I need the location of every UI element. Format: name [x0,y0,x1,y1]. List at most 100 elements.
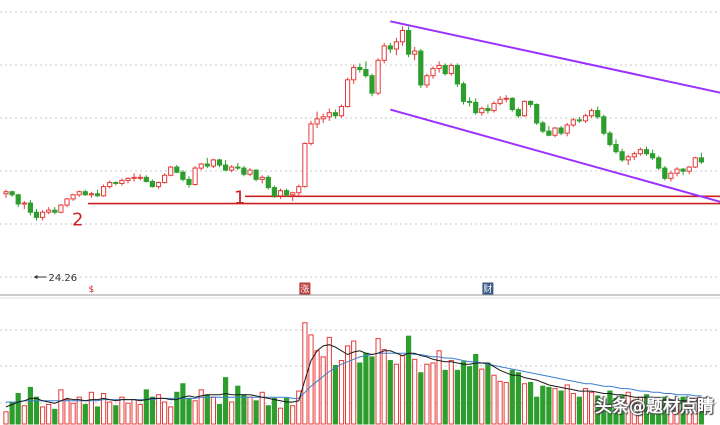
volume-bar [473,353,479,425]
volume-bar [521,383,528,425]
volume-bar [375,338,381,425]
volume-bar [235,385,241,425]
volume-bar [595,395,601,425]
volume-bar [46,403,52,425]
candle-body [607,132,613,145]
volume-bar [546,386,552,425]
candle-body [302,142,308,188]
volume-bar [107,401,113,425]
volume-bar [491,374,497,425]
volume-bar [210,396,217,425]
watermark: 头条@题材点睛 [595,397,714,417]
volume-bar [497,380,503,425]
candle-body [387,45,393,50]
candle-body [259,176,265,180]
volume-bar [284,397,290,425]
candle-body [656,157,662,169]
candle-body [290,192,296,196]
candle-body [155,181,162,188]
volume-bar [326,336,332,425]
volume-bar [381,349,387,425]
candle-body [601,116,607,134]
candle-body [497,98,503,104]
candle-body [467,100,473,103]
candle-body [381,45,387,61]
volume-bar [503,382,509,425]
support-label-1: 1 [234,187,245,208]
volume-bar [314,350,320,425]
volume-bar [589,391,595,425]
volume-bar [277,407,284,425]
volume-bar [576,396,582,425]
volume-bar [351,340,357,425]
candle-body [485,108,491,112]
volume-bar [454,369,460,425]
candle-body [180,171,186,180]
event-marker-box [86,283,97,294]
candle-body [284,190,290,196]
candle-body [528,100,534,105]
candle-body [454,64,460,85]
volume-bar [143,389,149,425]
candle-body [27,202,33,213]
volume-bar [619,395,625,425]
candle-body [320,116,326,120]
candle-body [393,41,399,50]
volume-bar [643,394,650,425]
candle-body [442,64,448,75]
candle-body [570,119,576,126]
candle-body [125,177,131,181]
volume-bar [27,386,33,425]
candle-body [229,166,235,171]
candle-body [3,191,9,195]
candle-body [186,178,192,186]
volume-bar [174,391,180,425]
candle-body [137,176,143,179]
volume-bar [101,393,107,425]
candle-body [314,118,320,125]
volume-bar [137,403,143,425]
candle-body [21,202,27,205]
candle-body [619,151,625,161]
volume-bar [448,360,454,425]
volume-bar [662,396,668,425]
candle-body [223,164,229,171]
candle-body [692,157,698,168]
volume-bar [430,362,436,425]
volume-bar [198,389,204,425]
candle-body [46,209,52,213]
volume-bar [52,408,58,425]
candle-body [357,66,363,71]
candle-body [204,163,210,167]
candle-body [338,106,345,117]
candle-body [430,68,436,77]
volume-bar [369,356,375,425]
volume-bar [607,390,613,425]
volume-bar [216,403,223,425]
volume-bar [82,403,88,425]
event-marker-label: 财 [483,283,492,295]
volume-bar [534,396,540,425]
channel-upper-line [390,20,720,94]
candle-body [162,174,168,183]
volume-bar [204,394,210,425]
volume-bar [613,397,619,425]
candle-body [613,143,619,153]
candle-body [296,186,302,194]
candle-body [247,169,253,175]
volume-bar [58,389,64,425]
candle-body [558,127,564,134]
candle-body [436,64,442,70]
volume-bar [406,335,412,425]
candle-body [345,79,351,108]
candle-body [363,69,369,77]
volume-bar [424,363,430,425]
volume-bar [259,391,265,425]
volume-bar [290,405,296,425]
candle-body [76,191,82,196]
volume-bar [515,372,521,425]
candle-body [589,110,595,117]
volume-bar [460,361,467,425]
